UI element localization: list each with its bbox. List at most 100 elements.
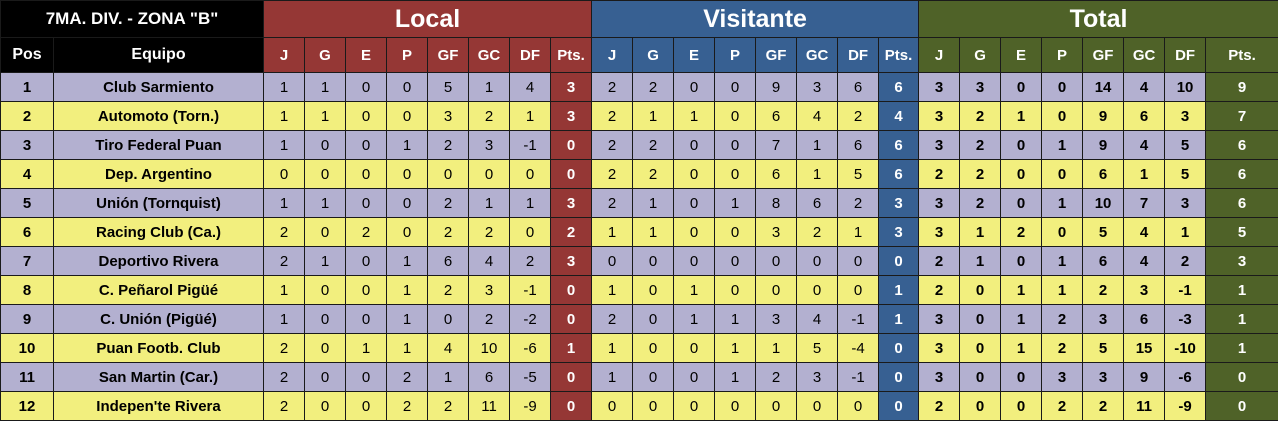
total-stat-cell: 4 — [1123, 246, 1166, 276]
column-header-visitante-6: DF — [837, 37, 880, 73]
team-name-cell: Puan Footb. Club — [52, 333, 265, 363]
visitante-stat-cell: 0 — [755, 391, 798, 421]
visitante-stat-cell: 3 — [796, 72, 839, 102]
total-stat-cell: 0 — [1000, 246, 1043, 276]
total-stat-cell: 0 — [1000, 72, 1043, 102]
total-stat-cell: 3 — [918, 362, 961, 392]
total-stat-cell: 0 — [1000, 188, 1043, 218]
position-cell: 8 — [0, 275, 54, 305]
column-header-local-6: DF — [509, 37, 552, 73]
visitante-points-cell: 3 — [878, 188, 920, 218]
total-stat-cell: 1 — [1123, 159, 1166, 189]
local-stat-cell: 2 — [263, 217, 306, 247]
total-stat-cell: -10 — [1164, 333, 1207, 363]
total-points-cell: 7 — [1205, 101, 1278, 131]
visitante-points-cell: 1 — [878, 275, 920, 305]
total-stat-cell: 2 — [959, 101, 1002, 131]
visitante-stat-cell: 1 — [837, 217, 880, 247]
local-stat-cell: 1 — [263, 101, 306, 131]
visitante-stat-cell: 0 — [714, 275, 757, 305]
local-stat-cell: 0 — [468, 159, 511, 189]
local-stat-cell: 0 — [304, 159, 347, 189]
local-stat-cell: 0 — [304, 362, 347, 392]
total-stat-cell: 2 — [1164, 246, 1207, 276]
total-stat-cell: 0 — [1000, 130, 1043, 160]
total-stat-cell: 3 — [1082, 362, 1125, 392]
visitante-stat-cell: 2 — [632, 159, 675, 189]
local-stat-cell: 1 — [304, 188, 347, 218]
visitante-stat-cell: 4 — [796, 304, 839, 334]
total-stat-cell: 6 — [1123, 304, 1166, 334]
total-stat-cell: 2 — [1082, 391, 1125, 421]
local-stat-cell: 1 — [509, 188, 552, 218]
total-points-cell: 1 — [1205, 304, 1278, 334]
local-stat-cell: 0 — [345, 362, 388, 392]
total-stat-cell: 3 — [918, 304, 961, 334]
local-stat-cell: 1 — [468, 188, 511, 218]
total-stat-cell: 0 — [1000, 159, 1043, 189]
table-row: 10 Puan Footb. Club 2 0 1 1 4 10 -6 1 1 0 0 1 1 5 -4 0 3 0 1… — [0, 333, 1278, 363]
visitante-stat-cell: 0 — [837, 391, 880, 421]
total-stat-cell: 3 — [918, 188, 961, 218]
local-stat-cell: 0 — [509, 217, 552, 247]
local-stat-cell: 1 — [386, 246, 429, 276]
local-stat-cell: 0 — [345, 275, 388, 305]
total-stat-cell: 9 — [1082, 101, 1125, 131]
column-header-local-2: E — [345, 37, 388, 73]
column-header-total-6: DF — [1164, 37, 1207, 73]
total-stat-cell: 0 — [959, 333, 1002, 363]
local-stat-cell: 0 — [427, 304, 470, 334]
total-stat-cell: 3 — [1123, 275, 1166, 305]
visitante-stat-cell: 1 — [714, 304, 757, 334]
local-stat-cell: 1 — [386, 275, 429, 305]
local-stat-cell: 2 — [345, 217, 388, 247]
local-stat-cell: 0 — [386, 217, 429, 247]
local-stat-cell: 0 — [304, 217, 347, 247]
column-header-local-1: G — [304, 37, 347, 73]
total-stat-cell: 1 — [1000, 304, 1043, 334]
local-stat-cell: 0 — [386, 188, 429, 218]
table-row: 9 C. Unión (Pigüé) 1 0 0 1 0 2 -2 0 2 0 1 1 3 4 -1 1 3 0 1 2 3… — [0, 304, 1278, 334]
standings-table: 7MA. DIV. - ZONA "B" Local Visitante Tot… — [0, 0, 1278, 421]
column-header-local-0: J — [263, 37, 306, 73]
visitante-stat-cell: 2 — [632, 72, 675, 102]
position-cell: 12 — [0, 391, 54, 421]
total-stat-cell: 10 — [1082, 188, 1125, 218]
group-header-local: Local — [263, 0, 593, 38]
team-name-cell: Automoto (Torn.) — [52, 101, 265, 131]
local-stat-cell: 2 — [427, 130, 470, 160]
total-stat-cell: 0 — [1041, 217, 1084, 247]
total-points-cell: 6 — [1205, 159, 1278, 189]
total-stat-cell: 2 — [1082, 275, 1125, 305]
total-stat-cell: 4 — [1123, 217, 1166, 247]
local-stat-cell: 2 — [386, 362, 429, 392]
column-header-visitante-1: G — [632, 37, 675, 73]
local-stat-cell: 0 — [345, 130, 388, 160]
local-stat-cell: 0 — [345, 72, 388, 102]
total-stat-cell: 0 — [959, 275, 1002, 305]
visitante-stat-cell: 6 — [837, 130, 880, 160]
team-name-cell: Deportivo Rivera — [52, 246, 265, 276]
total-stat-cell: 9 — [1123, 362, 1166, 392]
visitante-stat-cell: 2 — [837, 101, 880, 131]
position-cell: 5 — [0, 188, 54, 218]
local-stat-cell: 0 — [263, 159, 306, 189]
column-header-visitante-7: Pts. — [878, 37, 920, 73]
column-header-total-2: E — [1000, 37, 1043, 73]
total-stat-cell: 1 — [959, 246, 1002, 276]
visitante-points-cell: 0 — [878, 246, 920, 276]
visitante-stat-cell: 8 — [755, 188, 798, 218]
visitante-stat-cell: 3 — [755, 304, 798, 334]
visitante-stat-cell: 1 — [591, 217, 634, 247]
local-stat-cell: 1 — [263, 188, 306, 218]
visitante-stat-cell: 1 — [714, 333, 757, 363]
local-stat-cell: 2 — [263, 362, 306, 392]
local-stat-cell: 0 — [345, 101, 388, 131]
total-stat-cell: 1 — [1041, 275, 1084, 305]
visitante-points-cell: 6 — [878, 159, 920, 189]
local-stat-cell: -1 — [509, 275, 552, 305]
local-stat-cell: 5 — [427, 72, 470, 102]
position-cell: 3 — [0, 130, 54, 160]
total-stat-cell: 0 — [959, 391, 1002, 421]
visitante-stat-cell: 6 — [837, 72, 880, 102]
